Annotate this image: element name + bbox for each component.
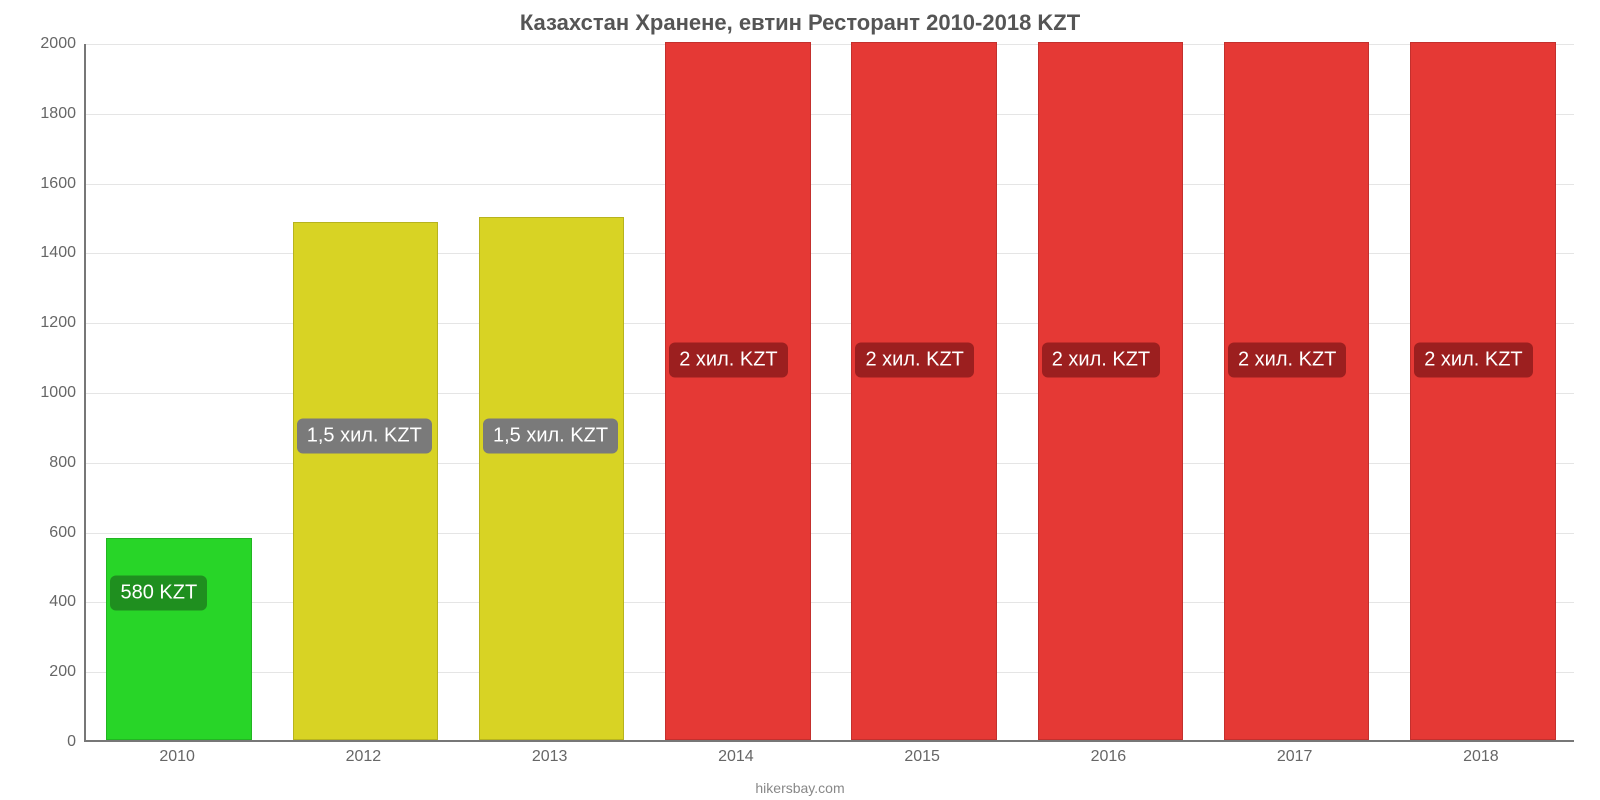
y-tick-label: 0 [6, 733, 76, 751]
y-tick-label: 1200 [6, 314, 76, 332]
bar-value-label: 580 KZT [110, 576, 207, 611]
x-tick-label: 2012 [346, 748, 382, 766]
y-tick-label: 800 [6, 454, 76, 472]
chart-container: Казахстан Хранене, евтин Ресторант 2010-… [0, 0, 1600, 800]
bar-value-label: 1,5 хил. KZT [297, 419, 432, 454]
x-tick-label: 2017 [1277, 748, 1313, 766]
y-tick-label: 2000 [6, 35, 76, 53]
x-tick-label: 2010 [159, 748, 195, 766]
y-tick-label: 200 [6, 663, 76, 681]
bar [665, 42, 810, 740]
y-tick-label: 600 [6, 524, 76, 542]
y-tick-label: 1600 [6, 175, 76, 193]
attribution: hikersbay.com [0, 780, 1600, 796]
bar-value-label: 1,5 хил. KZT [483, 419, 618, 454]
bar [106, 538, 251, 740]
bar [1038, 42, 1183, 740]
x-tick-label: 2016 [1091, 748, 1127, 766]
x-tick-label: 2015 [904, 748, 940, 766]
bar-value-label: 2 хил. KZT [669, 342, 787, 377]
x-tick-label: 2013 [532, 748, 568, 766]
chart-title: Казахстан Хранене, евтин Ресторант 2010-… [0, 10, 1600, 36]
y-tick-label: 1000 [6, 384, 76, 402]
bar-value-label: 2 хил. KZT [1042, 342, 1160, 377]
bar-value-label: 2 хил. KZT [1414, 342, 1532, 377]
bar [479, 217, 624, 741]
bar [851, 42, 996, 740]
y-tick-label: 400 [6, 593, 76, 611]
bar-value-label: 2 хил. KZT [855, 342, 973, 377]
y-tick-label: 1400 [6, 244, 76, 262]
bar [1410, 42, 1555, 740]
plot-area: 580 KZT 1,5 хил. KZT 1,5 хил. KZT 2 хил. KZ… [84, 44, 1574, 742]
bar [1224, 42, 1369, 740]
x-tick-label: 2018 [1463, 748, 1499, 766]
y-tick-label: 1800 [6, 105, 76, 123]
x-tick-label: 2014 [718, 748, 754, 766]
bar-value-label: 2 хил. KZT [1228, 342, 1346, 377]
bar [293, 222, 438, 740]
